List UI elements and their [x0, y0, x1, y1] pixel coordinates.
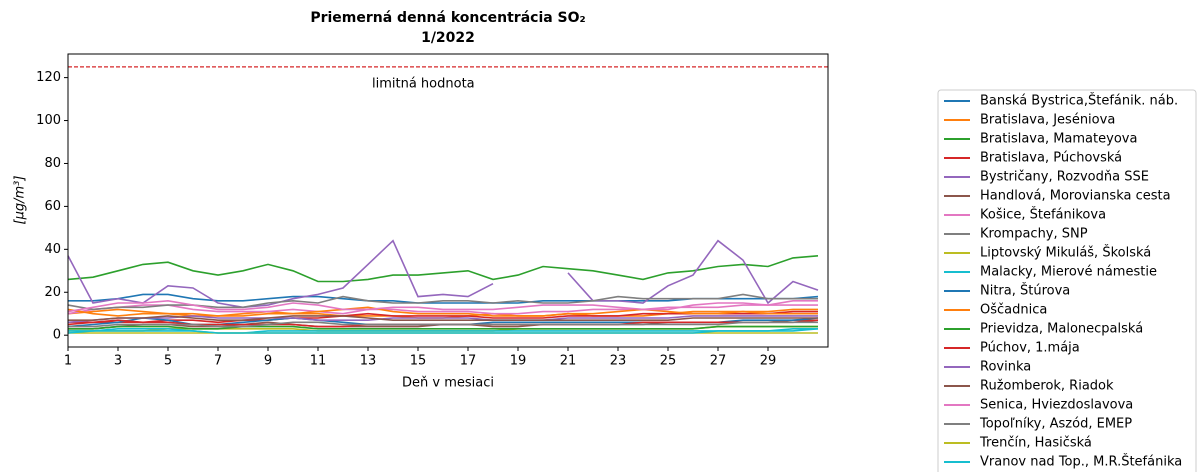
x-tick-label: 19 — [510, 354, 527, 369]
y-tick-label: 40 — [44, 242, 61, 257]
legend-label: Bratislava, Púchovská — [980, 151, 1122, 166]
legend-label: Malacky, Mierové námestie — [980, 265, 1157, 280]
legend-label: Topoľníky, Aszód, EMEP — [979, 417, 1132, 432]
legend-label: Nitra, Štúrova — [980, 283, 1070, 299]
series-line — [68, 321, 818, 328]
y-tick-label: 60 — [44, 199, 61, 214]
annotation: limitná hodnota — [372, 77, 475, 92]
legend-label: Trenčín, Hasičská — [979, 436, 1092, 451]
x-tick-label: 21 — [560, 354, 577, 369]
x-tick-label: 11 — [310, 354, 327, 369]
x-tick-label: 29 — [760, 354, 777, 369]
x-tick-label: 5 — [164, 354, 172, 369]
x-tick-label: 17 — [460, 354, 477, 369]
chart-subtitle: 1/2022 — [421, 30, 475, 46]
series-line — [67, 328, 818, 334]
x-tick-label: 9 — [264, 354, 272, 369]
plot-frame — [67, 53, 829, 348]
legend-label: Oščadnica — [980, 303, 1047, 318]
legend-label: Banská Bystrica,Štefánik. náb. — [980, 93, 1178, 109]
x-tick-label: 13 — [360, 354, 377, 369]
series-line — [68, 315, 818, 321]
y-tick-label: 20 — [44, 285, 61, 300]
y-axis-label: [μg/m³] — [13, 176, 28, 225]
legend-label: Bratislava, Jeséniova — [980, 113, 1115, 128]
y-tick-label: 100 — [36, 113, 61, 128]
legend-label: Púchov, 1.mája — [980, 341, 1080, 356]
series-line — [68, 325, 818, 330]
y-tick-label: 80 — [44, 156, 61, 171]
series-line — [67, 315, 818, 324]
legend-label: Ružomberok, Riadok — [980, 379, 1114, 394]
x-axis-label: Deň v mesiaci — [402, 376, 494, 391]
series-line — [67, 306, 818, 317]
legend-label: Liptovský Mikuláš, Školská — [980, 245, 1151, 261]
x-tick-label: 27 — [710, 354, 727, 369]
series-line — [67, 304, 818, 315]
legend-label: Krompachy, SNP — [980, 227, 1088, 242]
x-tick-label: 7 — [214, 354, 222, 369]
series-line — [67, 255, 819, 283]
x-tick-label: 1 — [64, 354, 72, 369]
y-tick-label: 0 — [53, 328, 61, 343]
legend-label: Bystričany, Rozvodňa SSE — [980, 170, 1149, 185]
legend-label: Handlová, Morovianska cesta — [980, 189, 1171, 204]
series-line — [67, 299, 818, 313]
chart-title: Priemerná denná koncentrácia SO₂ — [310, 10, 585, 26]
legend-label: Košice, Štefánikova — [980, 207, 1106, 223]
legend-label: Prievidza, Malonecpalská — [980, 322, 1143, 337]
x-tick-label: 15 — [410, 354, 427, 369]
legend-label: Bratislava, Mamateyova — [980, 132, 1137, 147]
x-tick-label: 23 — [610, 354, 627, 369]
legend-label: Senica, Hviezdoslavova — [980, 398, 1133, 413]
legend-label: Rovinka — [980, 360, 1031, 375]
x-tick-label: 3 — [114, 354, 122, 369]
x-tick-label: 25 — [660, 354, 677, 369]
y-tick-label: 120 — [36, 70, 61, 85]
legend-label: Vranov nad Top., M.R.Štefánika — [980, 454, 1182, 470]
legend-box — [937, 89, 1197, 472]
